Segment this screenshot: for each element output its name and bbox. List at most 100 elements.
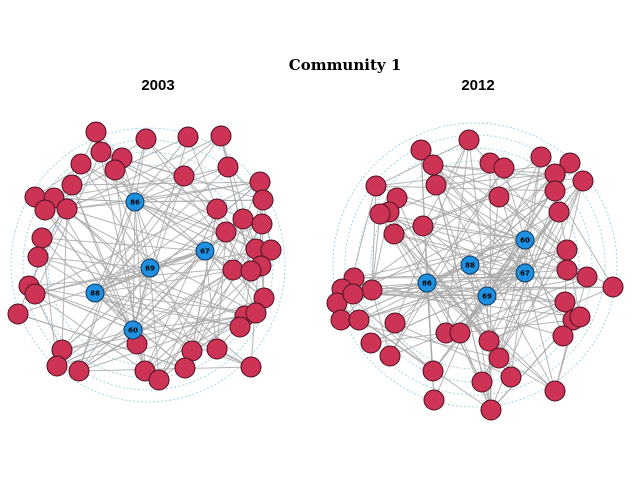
red-node [252, 189, 274, 211]
network-edge [66, 208, 206, 252]
network-edge [216, 231, 227, 350]
hub-node [195, 241, 215, 261]
hub-node-label: 86 [130, 199, 140, 207]
network-edge [498, 239, 526, 359]
hub-node-label: 88 [465, 262, 475, 270]
network-edge [352, 293, 566, 303]
network-edge [78, 269, 234, 372]
red-node [458, 129, 480, 151]
layout-ring [357, 147, 593, 383]
hub-node [417, 273, 437, 293]
red-node [449, 322, 471, 344]
network-edge [426, 282, 488, 297]
red-node [383, 223, 405, 245]
red-node [423, 389, 445, 411]
red-node [500, 366, 522, 388]
panel-label-right: 2012 [461, 77, 494, 94]
red-node [148, 369, 170, 391]
network-edge [353, 276, 588, 279]
network-edge [232, 199, 264, 271]
layout-ring [332, 122, 618, 408]
network-edge [486, 276, 588, 297]
red-node [365, 175, 387, 197]
network-edge [370, 332, 447, 344]
network-edge [498, 357, 556, 392]
network-edge [393, 233, 490, 342]
network-edge [524, 156, 542, 241]
red-node [384, 312, 406, 334]
network-edge [486, 196, 500, 297]
network-edge [61, 135, 222, 351]
network-edge [78, 312, 257, 372]
red-node [544, 380, 566, 402]
network-edge [78, 138, 147, 372]
red-node [480, 399, 502, 421]
red-node [232, 208, 254, 230]
network-edge [204, 250, 257, 314]
hub-node-label: 60 [520, 237, 530, 245]
network-edge [34, 250, 206, 295]
network-edge [469, 264, 574, 321]
hub-node-label: 69 [482, 293, 492, 301]
red-node [46, 355, 68, 377]
red-node [245, 302, 267, 324]
network-edge [204, 250, 218, 350]
hub-node [460, 255, 480, 275]
hub-node [140, 258, 160, 278]
red-node [556, 259, 578, 281]
red-node [569, 306, 591, 328]
red-node [576, 266, 598, 288]
network-edge [422, 225, 526, 241]
red-node [70, 153, 92, 175]
red-node [61, 174, 83, 196]
red-node [251, 213, 273, 235]
red-node [552, 325, 574, 347]
red-node [206, 198, 228, 220]
red-node [602, 276, 624, 298]
red-node [217, 156, 239, 178]
red-node [422, 360, 444, 382]
red-node [34, 199, 56, 221]
red-node [422, 154, 444, 176]
network-edge [136, 297, 265, 345]
red-node [572, 170, 594, 192]
red-node [56, 198, 78, 220]
network-edge [435, 184, 526, 241]
network-edge [426, 282, 490, 342]
red-node [488, 347, 510, 369]
red-node [410, 139, 432, 161]
network-edge [433, 156, 542, 401]
network-edge [78, 366, 252, 372]
network-edge [371, 185, 377, 291]
network-panel-2012: 60 88 86 67 69 [326, 122, 624, 421]
network-edge [486, 295, 492, 411]
panel-label-left: 2003 [141, 77, 174, 94]
network-edge [396, 197, 526, 241]
network-edge [71, 181, 261, 186]
network-panel-2003: 86 67 69 88 60 [7, 121, 286, 403]
network-edge [488, 239, 526, 342]
network-edge [17, 250, 206, 315]
network-edge [358, 249, 568, 321]
network-edge [94, 166, 229, 294]
hub-node [123, 320, 143, 340]
network-edge [61, 329, 134, 351]
red-node [222, 259, 244, 281]
red-node [210, 125, 232, 147]
network-edge [78, 267, 151, 372]
layout-ring [10, 127, 286, 403]
network-edge [44, 166, 229, 211]
red-node [135, 128, 157, 150]
red-node [90, 141, 112, 163]
network-edge [66, 181, 261, 210]
red-node [215, 221, 237, 243]
network-edge [379, 213, 526, 274]
network-edge [498, 196, 568, 251]
network-edge [94, 175, 185, 294]
network-edge [144, 208, 218, 372]
hub-node-label: 86 [422, 280, 432, 288]
layout-ring [370, 160, 580, 370]
red-node [471, 371, 493, 393]
network-edge [388, 167, 505, 213]
network-edge [61, 315, 246, 351]
